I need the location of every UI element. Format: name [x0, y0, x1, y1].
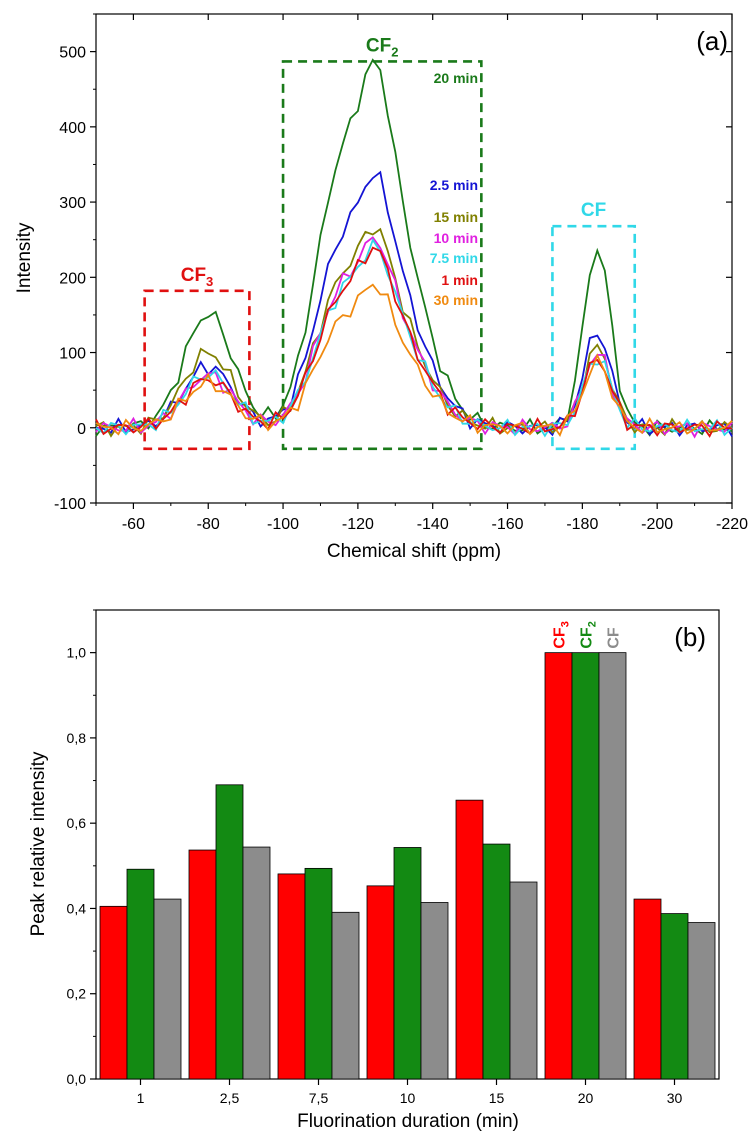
bar — [393, 847, 422, 1080]
bar — [126, 868, 155, 1080]
y-tick-label: 0 — [77, 421, 86, 438]
series-label: 7.5 min — [430, 250, 478, 266]
bar — [482, 843, 511, 1080]
bar — [571, 652, 600, 1080]
panel-a-label: (a) — [696, 26, 728, 56]
y-tick-label: 1,0 — [67, 645, 87, 661]
panel-a-frame — [95, 13, 733, 504]
y-tick-label: -100 — [54, 496, 86, 513]
x-tick-label: -100 — [267, 516, 299, 533]
x-tick-label: 30 — [667, 1090, 683, 1106]
y-tick-label: 0,2 — [67, 986, 87, 1002]
region-box — [143, 289, 251, 451]
bar — [304, 867, 333, 1080]
x-tick-label: 15 — [489, 1090, 505, 1106]
y-tick-label: 300 — [59, 195, 86, 212]
x-tick-label: -140 — [417, 516, 449, 533]
y-tick-label: 400 — [59, 120, 86, 137]
x-tick-label: -220 — [716, 516, 748, 533]
series-label: 15 min — [434, 209, 478, 225]
spectrum-line — [95, 246, 733, 438]
region-box — [551, 224, 637, 451]
x-tick-label: -60 — [122, 516, 145, 533]
series-label: 2.5 min — [430, 177, 478, 193]
bar — [544, 652, 573, 1080]
bar — [420, 902, 449, 1080]
bar — [366, 885, 395, 1080]
x-tick-label: 7,5 — [309, 1090, 329, 1106]
series-label: 20 min — [434, 70, 478, 86]
x-tick-label: -160 — [492, 516, 524, 533]
spectrum-line — [95, 170, 733, 438]
bar — [633, 898, 662, 1080]
legend-label: CF2 — [579, 621, 599, 648]
series-label: 1 min — [441, 272, 478, 288]
y-tick-label: 100 — [59, 346, 86, 363]
x-tick-label: -80 — [197, 516, 220, 533]
y-tick-label: 0,0 — [67, 1071, 87, 1087]
panel-a-ylabel: Intensity — [14, 222, 35, 293]
region-label: CF — [581, 200, 606, 221]
spectrum-line — [95, 58, 733, 437]
bar — [455, 799, 484, 1080]
panel-b-label: (b) — [674, 622, 706, 652]
region-label: CF2 — [366, 35, 399, 59]
bar — [660, 913, 689, 1080]
panel-b-ylabel: Peak relative intensity — [28, 751, 49, 936]
legend-label: CF — [606, 627, 623, 649]
x-tick-label: 20 — [578, 1090, 594, 1106]
x-tick-label: 10 — [400, 1090, 416, 1106]
panel-a-xlabel: Chemical shift (ppm) — [327, 541, 501, 562]
y-tick-label: 200 — [59, 270, 86, 287]
region-box — [281, 60, 483, 451]
y-tick-label: 500 — [59, 45, 86, 62]
series-label: 30 min — [434, 292, 478, 308]
bar — [153, 898, 182, 1080]
bar — [242, 846, 271, 1080]
x-tick-label: -180 — [566, 516, 598, 533]
x-tick-label: 1 — [137, 1090, 145, 1106]
bar — [188, 849, 217, 1080]
panel-b-xlabel: Fluorination duration (min) — [297, 1111, 519, 1132]
y-tick-label: 0,4 — [67, 900, 87, 916]
region-label: CF3 — [181, 265, 214, 289]
bar — [277, 873, 306, 1080]
x-tick-label: 2,5 — [220, 1090, 240, 1106]
legend-label: CF3 — [552, 621, 572, 648]
bar — [509, 881, 538, 1080]
y-tick-label: 0,6 — [67, 815, 87, 831]
x-tick-label: -120 — [342, 516, 374, 533]
bar — [215, 784, 244, 1080]
x-tick-label: -200 — [641, 516, 673, 533]
spectrum-line — [95, 283, 733, 438]
series-label: 10 min — [434, 230, 478, 246]
bar — [331, 911, 360, 1080]
bar — [598, 652, 627, 1080]
y-tick-label: 0,8 — [67, 730, 87, 746]
bar — [687, 922, 716, 1080]
bar — [99, 905, 128, 1080]
